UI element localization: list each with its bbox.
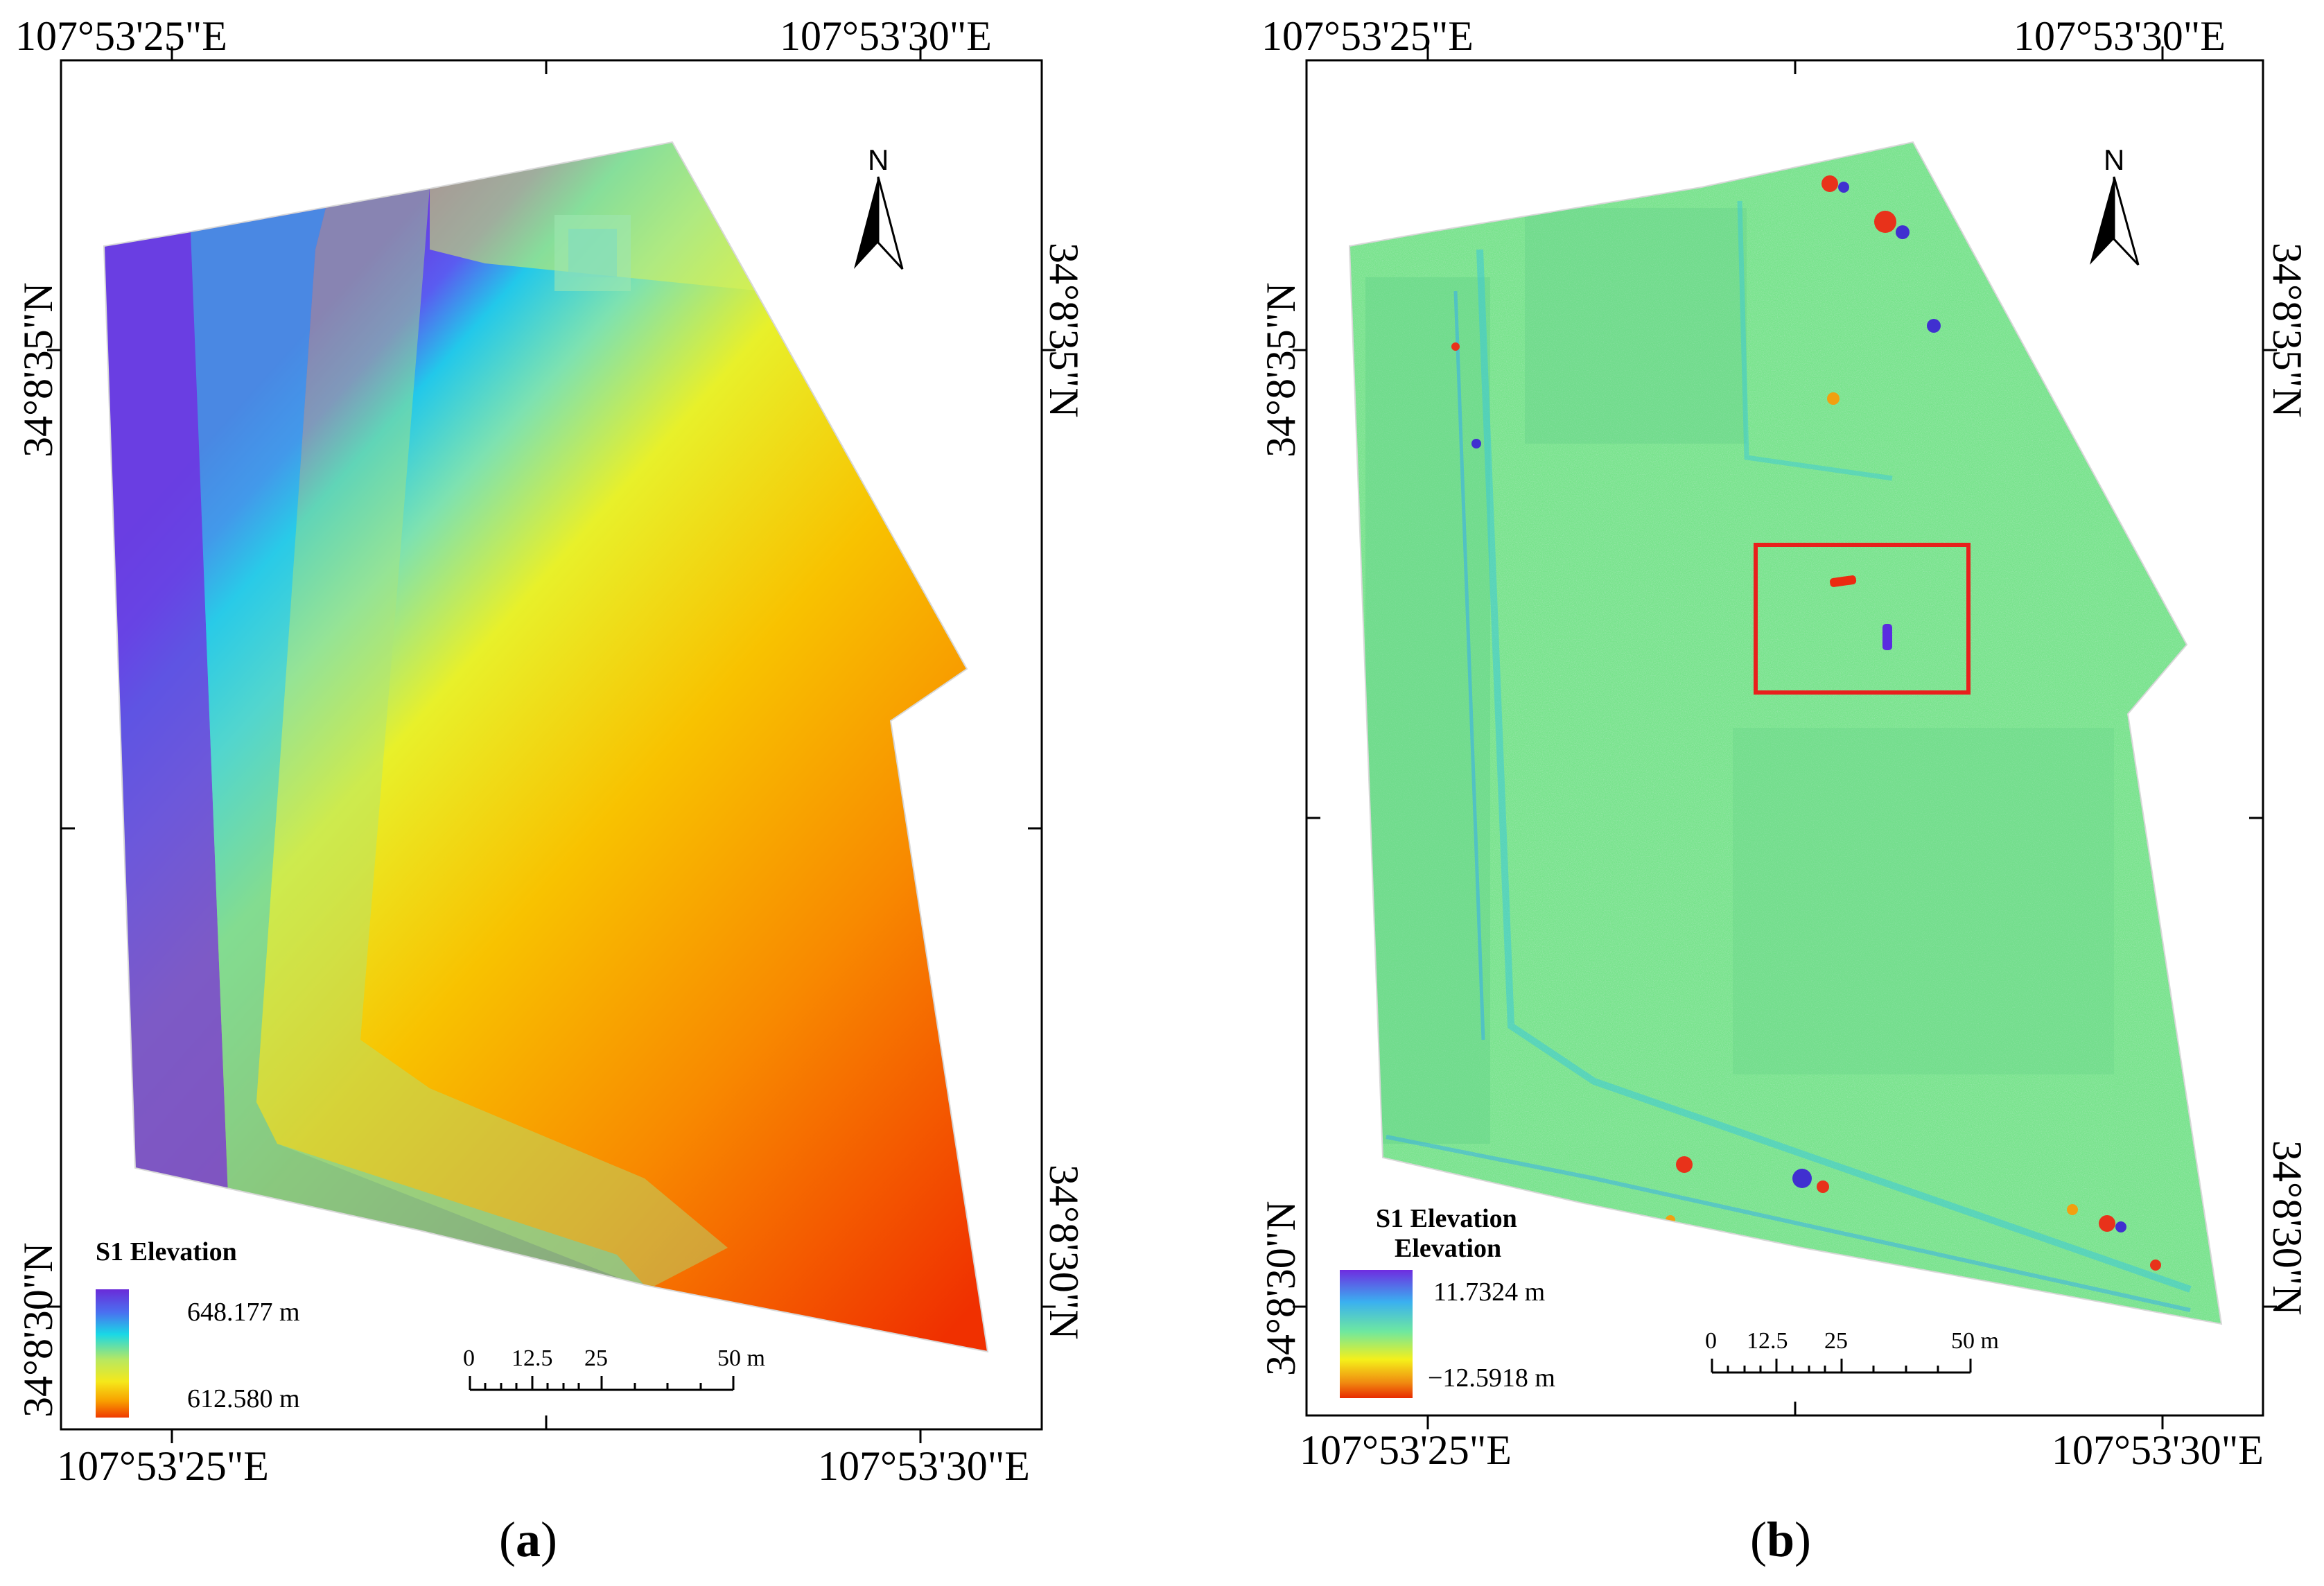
frame-ticks xyxy=(47,46,1056,1443)
scale-tick-0: 0 xyxy=(463,1345,475,1371)
lat-label-right-upper: 34°8'35"N xyxy=(1041,243,1087,418)
legend-title-line2: Elevation xyxy=(1395,1234,1501,1263)
lat-label-left-lower: 34°8'30"N xyxy=(1258,1201,1304,1376)
scale-tick-25: 25 xyxy=(1824,1328,1848,1354)
frame-ticks xyxy=(1293,46,2277,1429)
positive-anomaly xyxy=(1829,575,1857,587)
scale-tick-12-5: 12.5 xyxy=(1747,1328,1788,1354)
legend: S1 Elevation 648.177 m 612.580 m xyxy=(96,1237,300,1418)
panel-b: 107°53'25"E 107°53'30"E 107°53'25"E 107°… xyxy=(1258,13,2310,1567)
lon-label-bottom-right: 107°53'30"E xyxy=(818,1443,1030,1489)
north-label: N xyxy=(2104,143,2124,176)
lat-label-left-upper: 34°8'35"N xyxy=(15,282,61,458)
negative-anomaly xyxy=(1882,624,1892,650)
legend-color-ramp xyxy=(96,1289,129,1418)
scale-tick-25: 25 xyxy=(584,1345,608,1371)
north-arrow-icon: N xyxy=(854,143,904,270)
panel-label-b: (b) xyxy=(1750,1512,1811,1567)
lat-label-left-upper: 34°8'35"N xyxy=(1258,282,1304,458)
lon-label-top-right: 107°53'30"E xyxy=(2013,13,2226,59)
highlight-box xyxy=(1754,543,1971,695)
site-outline xyxy=(103,141,989,1353)
panel-label-a: (a) xyxy=(499,1512,557,1567)
lon-label-bottom-left: 107°53'25"E xyxy=(57,1443,269,1489)
lon-label-top-right: 107°53'30"E xyxy=(780,13,992,59)
lat-label-right-lower: 34°8'30"N xyxy=(2264,1140,2310,1316)
scale-bar: 0 12.5 25 50 m xyxy=(463,1345,765,1391)
legend-title: S1 Elevation xyxy=(1376,1204,1517,1233)
lon-label-top-left: 107°53'25"E xyxy=(1261,13,1474,59)
legend: S1 Elevation Elevation 11.7324 m −12.591… xyxy=(1340,1204,1555,1398)
legend-max: 11.7324 m xyxy=(1433,1278,1545,1307)
lon-label-top-left: 107°53'25"E xyxy=(15,13,227,59)
north-arrow-icon: N xyxy=(2090,143,2140,266)
scale-tick-50m: 50 m xyxy=(717,1345,765,1371)
lon-label-bottom-right: 107°53'30"E xyxy=(2052,1427,2264,1473)
legend-max: 648.177 m xyxy=(187,1298,300,1327)
lat-label-right-upper: 34°8'35"N xyxy=(2264,243,2310,418)
lat-label-right-lower: 34°8'30"N xyxy=(1041,1165,1087,1340)
site-outline xyxy=(1348,141,2223,1325)
legend-min: 612.580 m xyxy=(187,1384,300,1413)
lon-label-bottom-left: 107°53'25"E xyxy=(1300,1427,1512,1473)
legend-min: −12.5918 m xyxy=(1428,1363,1555,1393)
scale-tick-0: 0 xyxy=(1705,1328,1717,1354)
lat-label-left-lower: 34°8'30"N xyxy=(15,1242,61,1418)
scale-tick-12-5: 12.5 xyxy=(512,1345,553,1371)
legend-color-ramp xyxy=(1340,1270,1413,1398)
panel-a: 107°53'25"E 107°53'30"E 107°53'25"E 107°… xyxy=(15,13,1087,1567)
elevation-raster xyxy=(104,142,988,1352)
scale-tick-50m: 50 m xyxy=(1951,1328,1999,1354)
scale-bar: 0 12.5 25 50 m xyxy=(1705,1328,1999,1374)
legend-title: S1 Elevation xyxy=(96,1237,237,1266)
north-label: N xyxy=(868,143,889,176)
